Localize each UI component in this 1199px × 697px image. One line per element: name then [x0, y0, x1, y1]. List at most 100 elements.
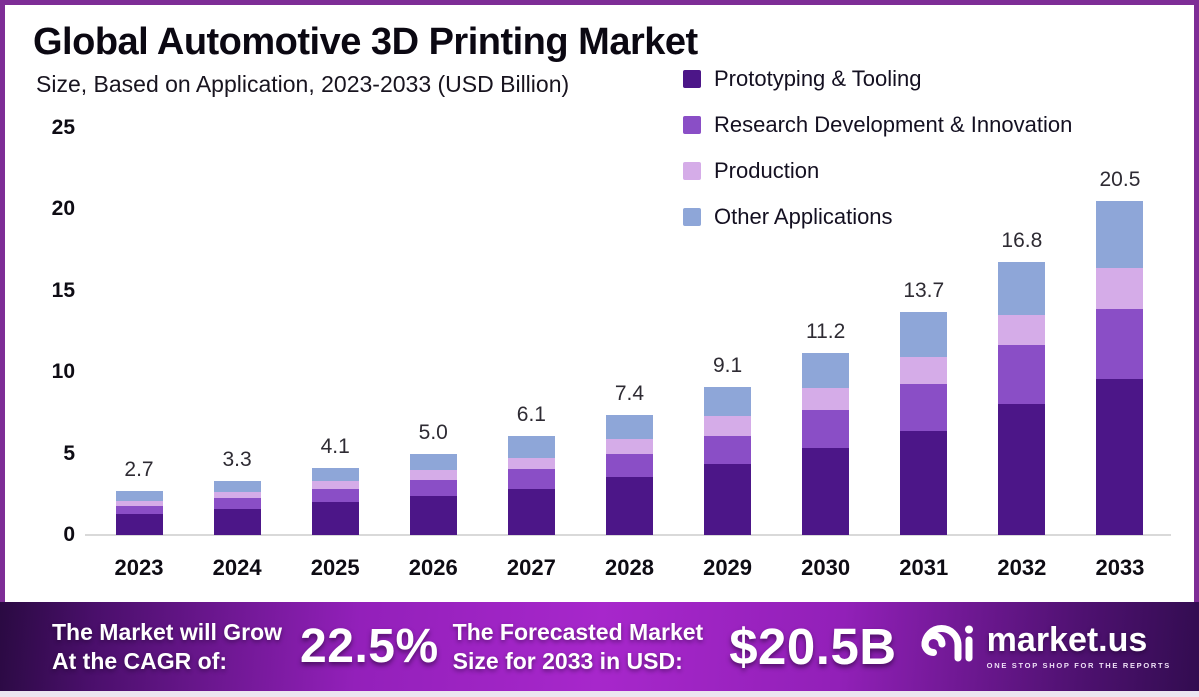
legend-item-prototyping-tooling: Prototyping & Tooling: [683, 65, 1072, 92]
chart-subtitle: Size, Based on Application, 2023-2033 (U…: [36, 71, 570, 97]
bar-column-2030: 11.2 2030: [780, 319, 872, 580]
x-axis-label: 2023: [114, 555, 164, 580]
bar-segment-prototyping-tooling: [311, 502, 359, 535]
bar-stack: [998, 261, 1046, 535]
bar-stack: [409, 453, 457, 535]
bar-segment-production: [704, 416, 752, 436]
frame-border-right: [1194, 0, 1199, 602]
bar-segment-other-applications: [1096, 201, 1144, 269]
bar-segment-research-development-innovation: [409, 479, 457, 496]
cagr-label-line2: At the CAGR of:: [52, 647, 228, 674]
bar-segment-production: [900, 356, 948, 384]
bar-stack: [1096, 201, 1144, 535]
bar-segment-research-development-innovation: [311, 489, 359, 503]
bar-column-2029: 9.1 2029: [682, 353, 774, 580]
bar-segment-research-development-innovation: [802, 409, 850, 448]
bar-column-2032: 16.8 2032: [976, 228, 1068, 580]
cagr-label: The Market will Grow At the CAGR of:: [52, 618, 282, 676]
bar-total-label: 2.7: [124, 458, 154, 482]
bar-segment-production: [605, 438, 653, 454]
legend-item-research-development-innovation: Research Development & Innovation: [683, 111, 1072, 138]
x-axis-line: [85, 534, 1171, 536]
x-axis-label: 2031: [899, 555, 949, 580]
bar-segment-prototyping-tooling: [802, 447, 850, 535]
marketus-logo-text: market.us ONE STOP SHOP FOR THE REPORTS: [987, 623, 1171, 670]
bar-segment-research-development-innovation: [213, 498, 261, 509]
bar-total-label: 16.8: [1001, 228, 1043, 252]
bar-total-label: 4.1: [320, 435, 350, 459]
bar-column-2031: 13.7 2031: [878, 278, 970, 580]
bar-segment-research-development-innovation: [605, 453, 653, 478]
marketus-logo-icon: [918, 621, 976, 672]
bar-stack: [605, 414, 653, 535]
x-axis-label: 2027: [506, 555, 556, 580]
bar-segment-prototyping-tooling: [900, 430, 948, 535]
y-tick-label: 20: [51, 197, 75, 221]
brand-name: market.us: [986, 621, 1148, 659]
marketus-logo: market.us ONE STOP SHOP FOR THE REPORTS: [918, 621, 1171, 672]
legend-label: Production: [714, 157, 820, 183]
legend-label: Prototyping & Tooling: [714, 65, 922, 91]
bar-total-label: 20.5: [1099, 168, 1141, 192]
bar-segment-prototyping-tooling: [605, 477, 653, 535]
bar-segment-other-applications: [311, 468, 359, 482]
bar-total-label: 6.1: [516, 402, 546, 426]
brand-tagline: ONE STOP SHOP FOR THE REPORTS: [986, 661, 1171, 670]
bar-total-label: 11.2: [805, 319, 846, 343]
legend-label: Other Applications: [714, 203, 893, 229]
bar-total-label: 9.1: [712, 353, 743, 377]
bar-segment-production: [213, 491, 261, 499]
bar-segment-prototyping-tooling: [704, 464, 752, 535]
forecast-label-line2: Size for 2033 in USD:: [452, 647, 683, 674]
bar-segment-other-applications: [998, 261, 1046, 316]
bar-total-label: 3.3: [222, 448, 252, 472]
legend-label: Research Development & Innovation: [714, 111, 1073, 137]
bottom-strip: [0, 691, 1199, 697]
bar-segment-other-applications: [704, 386, 752, 417]
bar-stack: [900, 311, 948, 535]
bar-column-2023: 2.7 2023: [93, 458, 185, 580]
bar-segment-production: [409, 469, 457, 480]
bar-segment-prototyping-tooling: [1096, 378, 1144, 535]
bar-segment-production: [507, 457, 555, 470]
bar-segment-research-development-innovation: [704, 435, 752, 465]
bar-segment-production: [1096, 268, 1144, 309]
forecast-label: The Forecasted Market Size for 2033 in U…: [453, 618, 704, 676]
bar-stack: [802, 352, 850, 535]
frame-border-top: [0, 0, 1199, 5]
x-axis-label: 2024: [212, 555, 262, 580]
x-axis-label: 2025: [310, 555, 360, 580]
bar-segment-other-applications: [900, 311, 948, 357]
x-axis-label: 2028: [604, 555, 654, 580]
legend-swatch-icon: [683, 207, 701, 226]
page-title: Global Automotive 3D Printing Market: [33, 21, 698, 63]
y-tick-label: 0: [63, 523, 75, 546]
bar-chart: 2.7 2023 3.3 2024 4.1 2025 5.0 2026 6.1 2027 7.4 20…: [93, 5, 1166, 580]
legend-item-production: Production: [683, 157, 1072, 184]
y-tick-label: 25: [51, 116, 75, 139]
bar-stack: [704, 386, 752, 535]
bar-stack: [507, 435, 555, 535]
bar-column-2024: 3.3 2024: [191, 448, 283, 580]
cagr-label-line1: The Market will Grow: [52, 618, 283, 645]
forecast-value: $20.5B: [729, 618, 897, 675]
bar-segment-prototyping-tooling: [409, 495, 457, 535]
bar-segment-production: [998, 315, 1046, 346]
x-axis-label: 2026: [408, 555, 458, 580]
x-axis-label: 2030: [801, 555, 851, 580]
legend-swatch-icon: [683, 69, 701, 88]
bar-segment-prototyping-tooling: [998, 403, 1046, 535]
y-tick-label: 5: [63, 441, 75, 465]
legend: Prototyping & Tooling Research Developmen…: [683, 65, 1072, 230]
legend-item-other-applications: Other Applications: [683, 203, 1072, 230]
bar-segment-research-development-innovation: [115, 505, 163, 514]
bar-total-label: 13.7: [903, 278, 945, 302]
frame-border-left: [0, 0, 5, 602]
x-axis-label: 2029: [703, 555, 753, 580]
bar-segment-production: [802, 387, 850, 410]
bar-segment-prototyping-tooling: [507, 488, 555, 535]
footer-banner: The Market will Grow At the CAGR of: 22.…: [0, 602, 1199, 691]
bar-stack: [115, 491, 163, 535]
bar-segment-other-applications: [605, 414, 653, 439]
bar-segment-production: [311, 481, 359, 490]
